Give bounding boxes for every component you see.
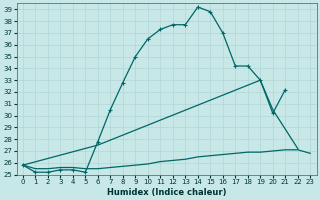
X-axis label: Humidex (Indice chaleur): Humidex (Indice chaleur) [107,188,226,197]
